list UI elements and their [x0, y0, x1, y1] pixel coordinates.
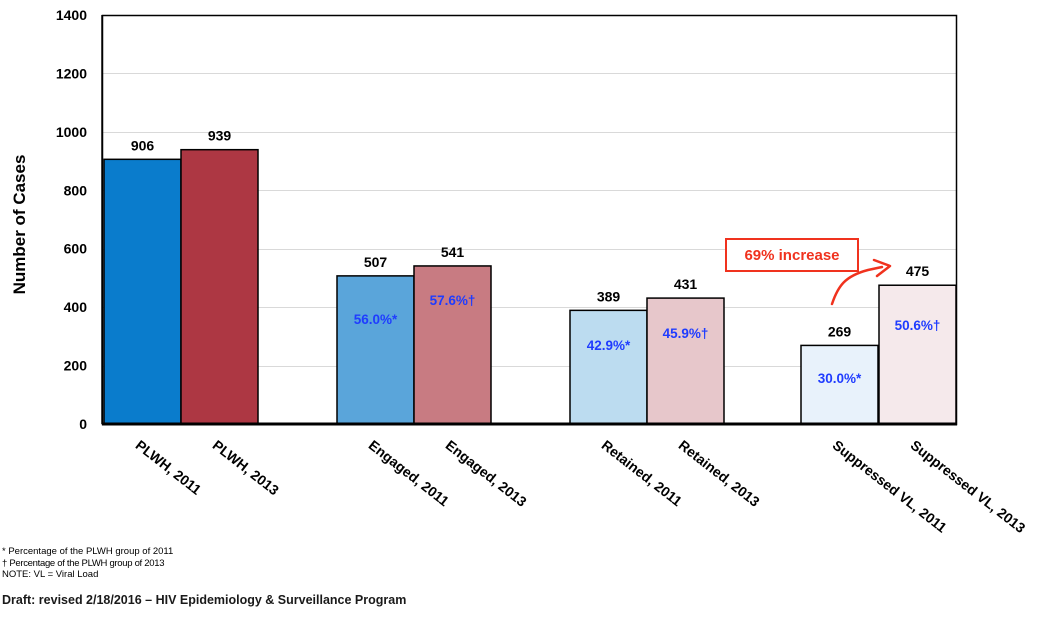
value-label: 541 — [441, 244, 465, 260]
percent-label: 30.0%* — [818, 371, 862, 386]
y-tick-label: 1200 — [56, 65, 87, 81]
percent-label: 57.6%† — [430, 293, 476, 308]
y-tick-label: 1000 — [56, 124, 87, 140]
x-tick-label: Engaged, 2013 — [443, 437, 530, 510]
value-label: 939 — [208, 128, 232, 144]
x-tick-label: PLWH, 2011 — [133, 437, 205, 498]
footnote-note: NOTE: VL = Viral Load — [2, 569, 99, 580]
y-tick-label: 0 — [79, 416, 87, 432]
x-tick-label: Retained, 2013 — [676, 437, 763, 510]
bar-1 — [180, 148, 259, 425]
increase-callout: 69% increase — [725, 238, 859, 272]
bar-4 — [569, 309, 648, 425]
y-tick-label: 400 — [64, 299, 88, 315]
bar-3 — [413, 265, 492, 425]
x-tick-label: Engaged, 2011 — [366, 437, 453, 510]
x-tick-label: Retained, 2011 — [599, 437, 686, 510]
annotation-arrow — [830, 258, 892, 306]
y-tick-label: 800 — [64, 182, 88, 198]
x-tick-label: PLWH, 2013 — [210, 437, 283, 499]
value-label: 389 — [597, 288, 621, 304]
bar-5 — [646, 297, 725, 425]
value-label: 269 — [828, 323, 852, 339]
value-label: 507 — [364, 254, 388, 270]
axes — [101, 14, 958, 426]
y-tick-label: 1400 — [56, 7, 87, 23]
y-tick-label: 600 — [64, 241, 88, 257]
value-label: 475 — [906, 263, 930, 279]
draft-note: Draft: revised 2/18/2016 – HIV Epidemiol… — [2, 593, 407, 607]
y-axis-title: Number of Cases — [10, 155, 29, 295]
footnotes: * Percentage of the PLWH group of 2011 †… — [2, 546, 173, 581]
y-tick-label: 200 — [64, 358, 88, 374]
percent-label: 42.9%* — [587, 338, 631, 353]
percent-label: 50.6%† — [895, 318, 941, 333]
bars — [103, 148, 957, 425]
bar-0 — [103, 158, 182, 425]
increase-arrow-curve — [830, 265, 884, 306]
percent-label: 56.0%* — [354, 312, 398, 327]
footnote-2011: * Percentage of the PLWH group of 2011 — [2, 546, 174, 557]
bar-6 — [800, 344, 879, 425]
value-label: 906 — [131, 137, 155, 153]
footnote-2013: † Percentage of the PLWH group of 2013 — [2, 557, 165, 569]
percent-label: 45.9%† — [663, 326, 709, 341]
bar-7 — [878, 284, 957, 425]
value-label: 431 — [674, 276, 698, 292]
bar-2 — [336, 275, 415, 425]
increase-arrow-head — [872, 258, 892, 278]
